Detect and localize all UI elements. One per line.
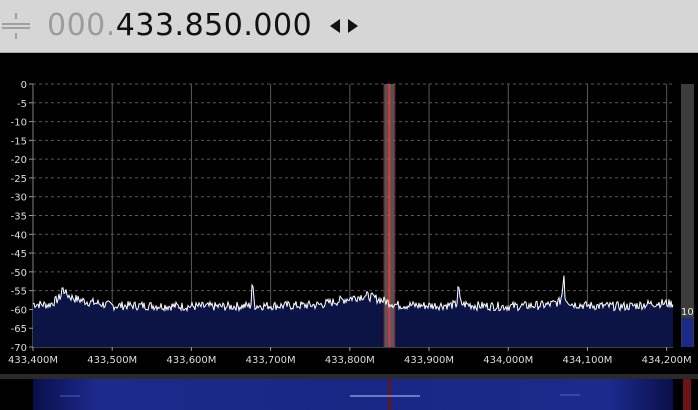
vfo-marker — [383, 84, 396, 347]
signal-meter-bar — [682, 318, 693, 347]
y-tick-label: -70 — [11, 343, 27, 354]
left-right-arrows-icon[interactable] — [330, 17, 358, 35]
waterfall-meter-red — [683, 379, 691, 410]
x-axis: 433,400M 433,500M 433,600M 433,700M 433,800M… — [8, 347, 692, 366]
y-tick-label: -25 — [11, 174, 27, 185]
frequency-toolbar: 000.433.850.000 — [0, 0, 698, 53]
waterfall-vfo-line — [388, 379, 391, 410]
waterfall-display[interactable] — [0, 379, 698, 410]
y-tick-label: 0 — [21, 80, 27, 91]
splitter-bar[interactable] — [0, 374, 698, 379]
y-tick-label: -60 — [11, 305, 27, 316]
frequency-leading-digits[interactable]: 000. — [47, 8, 116, 43]
x-tick-label: 433,400M — [8, 355, 58, 366]
y-tick-label: -65 — [11, 324, 27, 335]
x-tick-label: 433,800M — [325, 355, 375, 366]
y-tick-label: -40 — [11, 230, 27, 241]
y-tick-label: -45 — [11, 249, 27, 260]
spectrum-area — [33, 275, 673, 347]
fft-panel: 0 -5 -10 -15 -20 -25 -30 -35 -40 -45 -50 -55 -60 -65 -… — [0, 53, 698, 378]
y-tick-label: -55 — [11, 287, 27, 298]
signal-meter: 10 — [681, 84, 694, 347]
x-tick-label: 434,000M — [483, 355, 533, 366]
y-tick-label: -15 — [11, 136, 27, 147]
spectrum-trace — [32, 275, 674, 313]
signal-meter-track — [681, 84, 694, 347]
x-tick-label: 433,600M — [166, 355, 216, 366]
grip-lines-icon[interactable] — [2, 13, 30, 39]
fft-plot[interactable]: 0 -5 -10 -15 -20 -25 -30 -35 -40 -45 -50 -55 -60 -65 -… — [0, 53, 698, 374]
y-tick-label: -50 — [11, 268, 27, 279]
y-tick-label: -35 — [11, 212, 27, 223]
y-tick-label: -20 — [11, 155, 27, 166]
spectrum-fill — [33, 275, 673, 347]
signal-meter-value: 10 — [681, 307, 694, 318]
x-tick-label: 433,500M — [87, 355, 137, 366]
x-tick-label: 434,100M — [562, 355, 612, 366]
y-axis: 0 -5 -10 -15 -20 -25 -30 -35 -40 -45 -50 -55 -60 -65 -… — [11, 80, 33, 354]
x-tick-label: 433,700M — [246, 355, 296, 366]
y-tick-label: -10 — [11, 118, 27, 129]
y-tick-label: -30 — [11, 193, 27, 204]
spectrum-line — [32, 275, 674, 313]
frequency-display[interactable]: 000.433.850.000 — [47, 7, 312, 45]
x-tick-label: 433,900M — [404, 355, 454, 366]
x-tick-label: 434,200M — [642, 355, 692, 366]
y-tick-label: -5 — [17, 99, 27, 110]
frequency-main-digits[interactable]: 433.850.000 — [115, 8, 313, 43]
